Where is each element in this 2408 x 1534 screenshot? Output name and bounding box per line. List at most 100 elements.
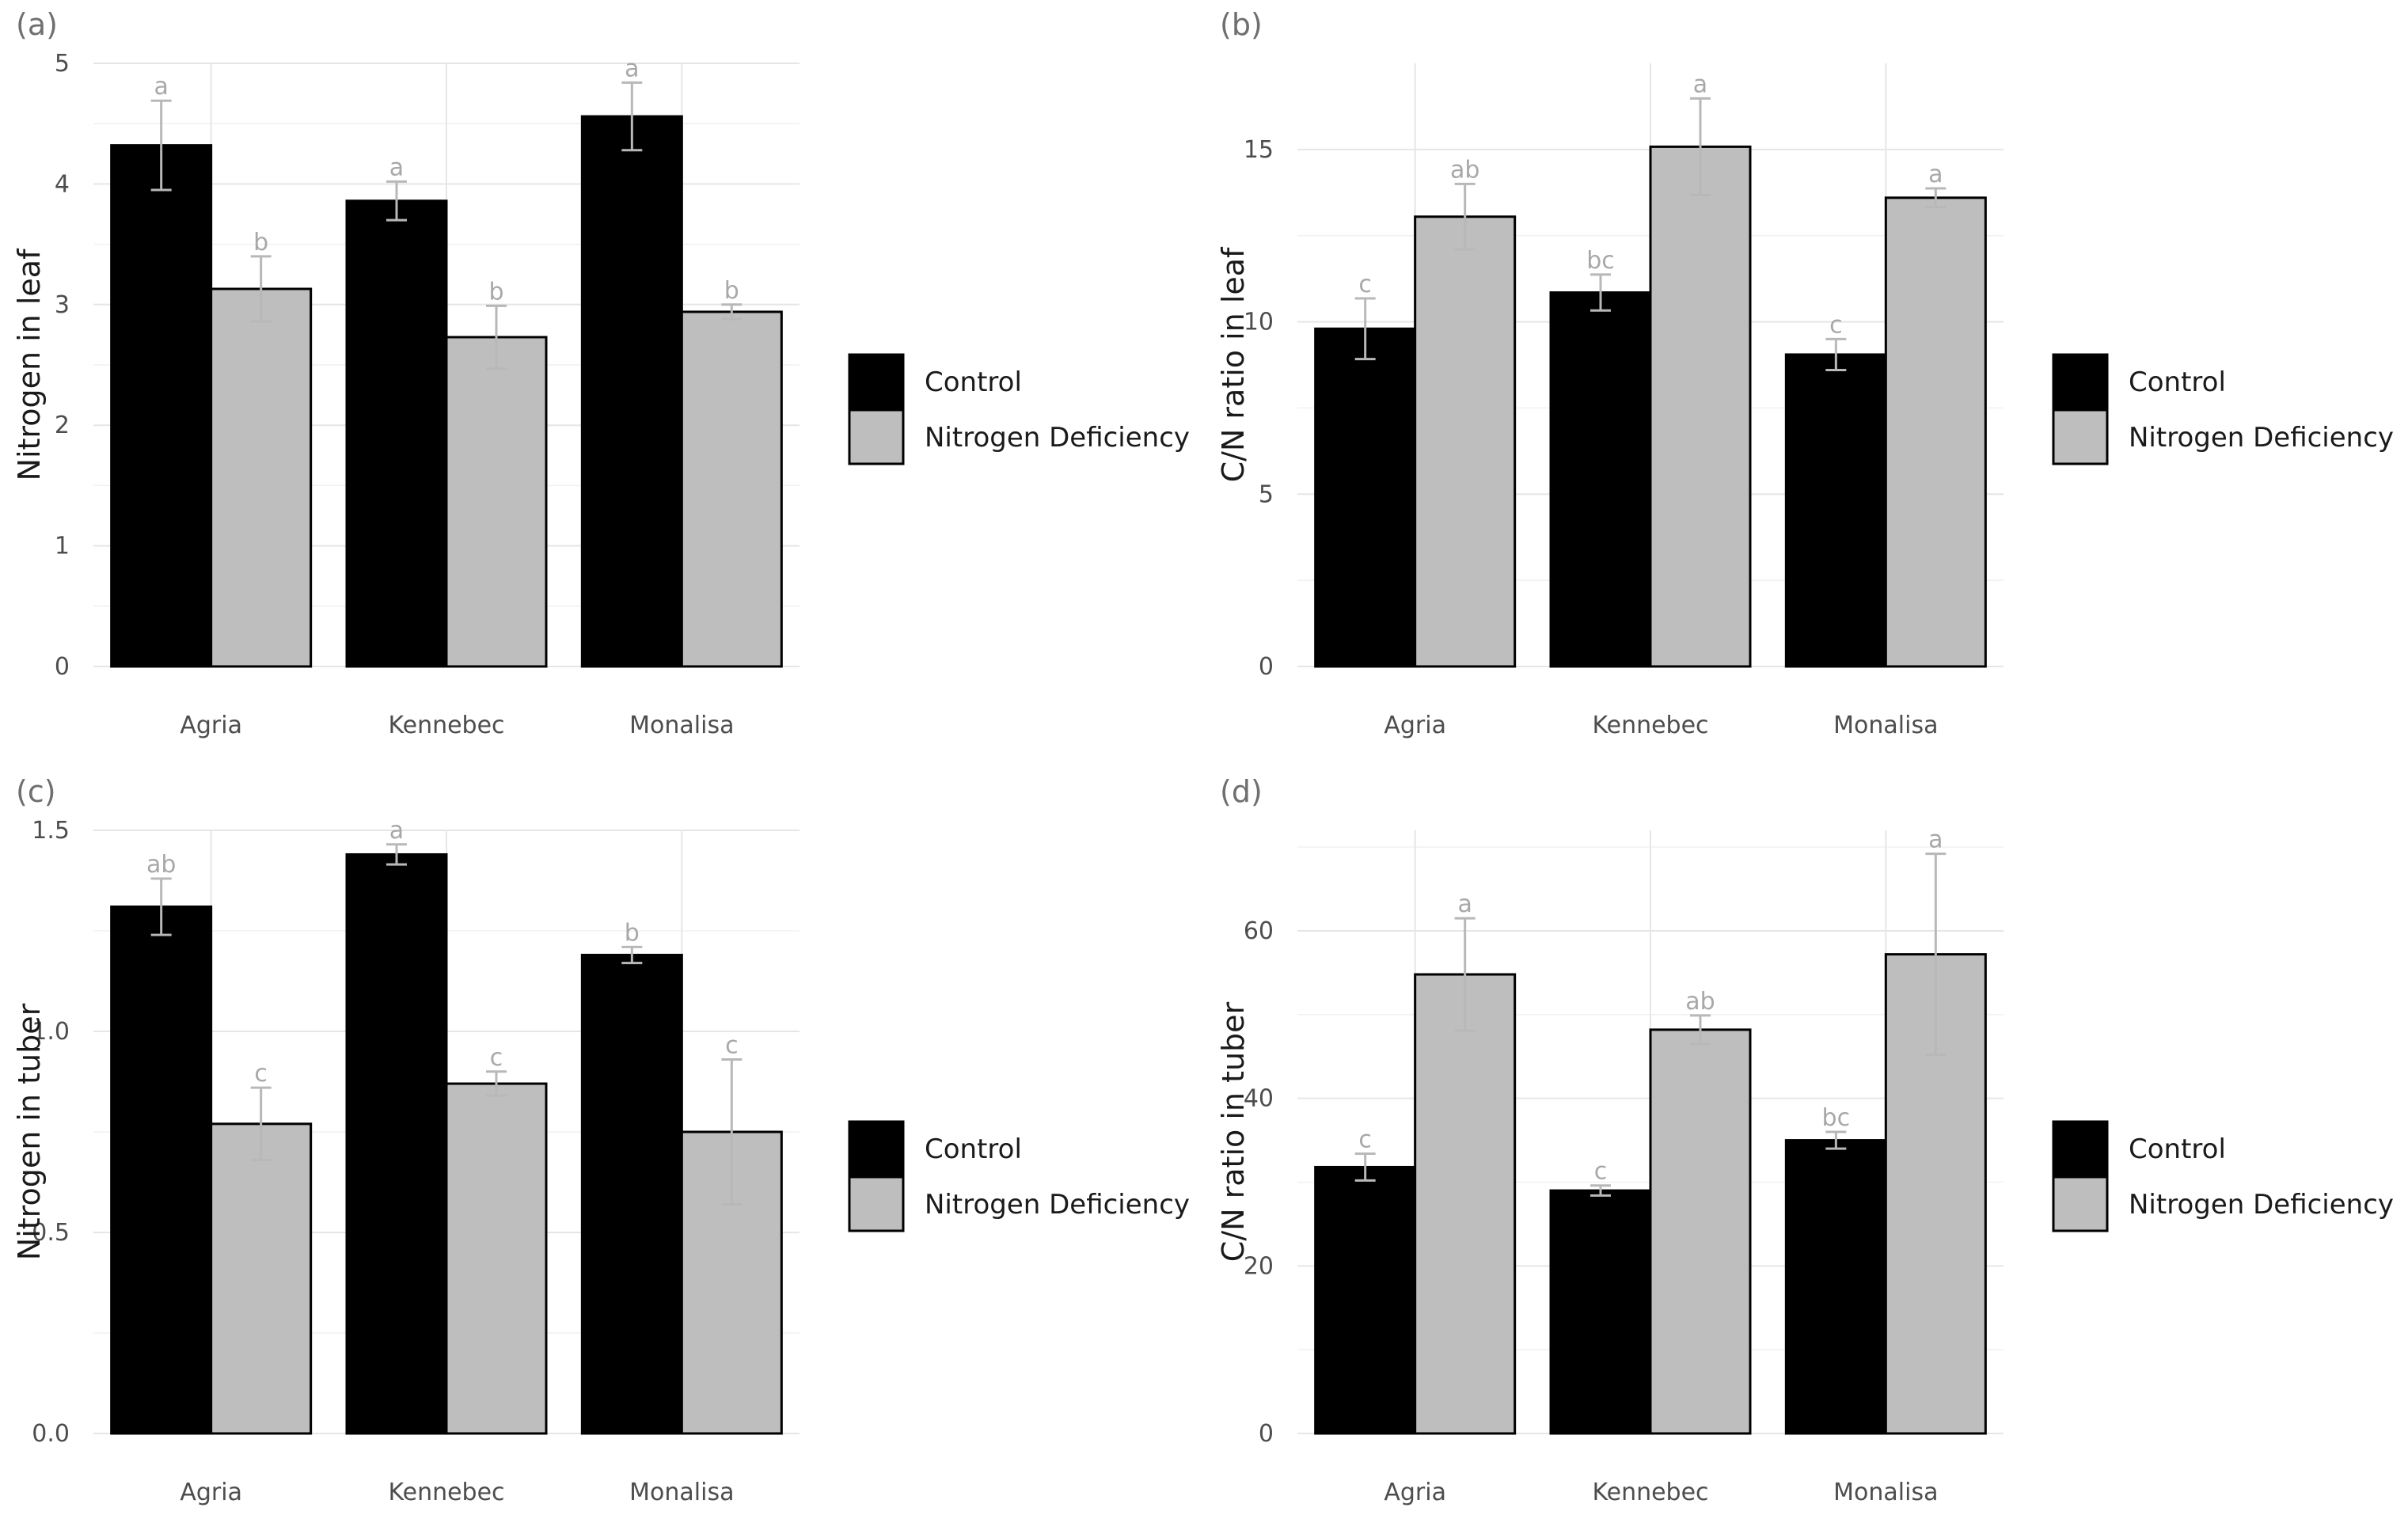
y-tick-label: 40 <box>1244 1085 1274 1113</box>
error-bar <box>250 1086 272 1162</box>
bar-control <box>1784 353 1887 668</box>
significance-letter: b <box>625 919 640 947</box>
panel-d: (d) 0 20 40 60 Agria Kennebec Monalisa C/N ratio… <box>1204 767 2408 1534</box>
error-bar <box>1454 917 1476 1032</box>
y-axis-label: C/N ratio in leaf <box>1216 246 1251 482</box>
legend-label-control: Control <box>925 366 1022 398</box>
significance-letter: a <box>154 73 168 101</box>
x-tick-label: Monalisa <box>629 1479 734 1506</box>
x-tick-label: Monalisa <box>1833 712 1938 739</box>
significance-letter: a <box>1928 161 1943 188</box>
y-tick-label: 1 <box>55 533 70 560</box>
bars: c c bc a ab a <box>1314 826 1987 1435</box>
legend-swatch-control <box>848 353 905 410</box>
error-bar <box>1590 1184 1611 1197</box>
error-bar <box>721 1058 743 1206</box>
legend-swatch-control <box>2052 353 2109 410</box>
significance-letter: c <box>254 1060 268 1088</box>
bar-control <box>345 852 448 1435</box>
significance-letter: c <box>1358 1126 1372 1154</box>
legend-label-deficiency: Nitrogen Deficiency <box>925 1189 1190 1221</box>
legend-label-deficiency: Nitrogen Deficiency <box>925 422 1190 454</box>
y-tick-label: 0.0 <box>32 1420 70 1448</box>
bar-deficiency <box>1414 215 1517 668</box>
bar-deficiency <box>1649 145 1752 668</box>
legend: Control Nitrogen Deficiency <box>2052 1120 2394 1232</box>
error-bar <box>486 304 507 370</box>
significance-letter: ab <box>146 851 176 879</box>
error-bar <box>621 945 643 965</box>
bar-control <box>1314 327 1417 668</box>
y-tick-label: 0 <box>1259 653 1274 681</box>
error-bar <box>1690 1014 1711 1046</box>
x-axis: Agria Kennebec Monalisa <box>180 1479 734 1506</box>
legend-label-control: Control <box>925 1133 1022 1165</box>
y-axis: 0.0 0.5 1.0 1.5 <box>32 817 70 1448</box>
panel-label: (b) <box>1220 7 1263 42</box>
y-tick-label: 1.5 <box>32 817 70 845</box>
bar-control <box>580 953 683 1435</box>
x-tick-label: Agria <box>180 1479 242 1506</box>
error-bar <box>721 303 743 321</box>
error-bar <box>250 255 272 323</box>
y-tick-label: 5 <box>55 50 70 78</box>
y-tick-label: 5 <box>1259 480 1274 508</box>
bar-deficiency <box>1884 196 1987 668</box>
y-tick-label: 60 <box>1244 917 1274 945</box>
x-axis: Agria Kennebec Monalisa <box>1384 712 1938 739</box>
significance-letter: c <box>725 1032 739 1060</box>
error-bar <box>486 1070 507 1097</box>
significance-letter: bc <box>1586 247 1615 275</box>
legend-swatch-deficiency <box>848 408 905 465</box>
bars: a a a b b b <box>110 55 783 668</box>
significance-letter: b <box>253 229 268 256</box>
y-tick-label: 2 <box>55 412 70 439</box>
y-axis: 0 20 40 60 <box>1244 917 1274 1448</box>
significance-letter: a <box>1693 70 1707 98</box>
chart-svg: (d) 0 20 40 60 Agria Kennebec Monalisa C/N ratio… <box>1216 774 2394 1506</box>
error-bar <box>386 180 407 222</box>
y-tick-label: 0 <box>55 653 70 681</box>
bar-control <box>1784 1139 1887 1435</box>
legend: Control Nitrogen Deficiency <box>848 353 1190 465</box>
x-tick-label: Kennebec <box>388 1479 504 1506</box>
error-bar <box>1690 97 1711 196</box>
chart-svg: (a) 0 1 2 3 4 5 Agria Kennebec Monalisa Nitrogen i… <box>12 7 1190 739</box>
significance-letter: ab <box>1450 156 1479 184</box>
legend-label-control: Control <box>2129 1133 2226 1165</box>
panel-label: (a) <box>16 7 58 42</box>
bar-deficiency <box>210 1122 313 1435</box>
bar-deficiency <box>1414 973 1517 1435</box>
significance-letter: c <box>1594 1158 1608 1186</box>
bar-deficiency <box>680 310 783 668</box>
x-tick-label: Kennebec <box>1592 712 1708 739</box>
y-tick-label: 0.5 <box>32 1219 70 1247</box>
y-axis: 0 1 2 3 4 5 <box>55 50 70 681</box>
error-bar <box>621 81 643 152</box>
error-bar <box>150 99 172 192</box>
error-bar <box>150 877 172 936</box>
bar-control <box>345 199 448 668</box>
significance-letter: c <box>490 1044 503 1072</box>
chart-svg: (c) 0.0 0.5 1.0 1.5 Agria Kennebec Monalisa Nitr… <box>12 774 1190 1506</box>
y-tick-label: 3 <box>55 291 70 319</box>
y-axis: 0 5 10 15 <box>1244 136 1274 681</box>
bar-deficiency <box>445 336 548 668</box>
significance-letter: b <box>488 278 503 306</box>
x-tick-label: Monalisa <box>629 712 734 739</box>
bar-control <box>110 144 213 668</box>
error-bar <box>1925 852 1947 1057</box>
panel-label: (d) <box>1220 774 1263 809</box>
y-tick-label: 4 <box>55 170 70 198</box>
legend-label-deficiency: Nitrogen Deficiency <box>2129 1189 2394 1221</box>
chart-svg: (b) 0 5 10 15 Agria Kennebec Monalisa C/N ratio … <box>1216 7 2394 739</box>
y-axis-label: Nitrogen in tuber <box>12 1003 47 1260</box>
legend-label-deficiency: Nitrogen Deficiency <box>2129 422 2394 454</box>
error-bar <box>1354 297 1376 361</box>
y-tick-label: 0 <box>1259 1420 1274 1448</box>
y-axis-label: Nitrogen in leaf <box>12 248 47 481</box>
significance-letter: a <box>389 817 404 845</box>
legend-swatch-deficiency <box>2052 1175 2109 1232</box>
bar-control <box>110 906 213 1435</box>
